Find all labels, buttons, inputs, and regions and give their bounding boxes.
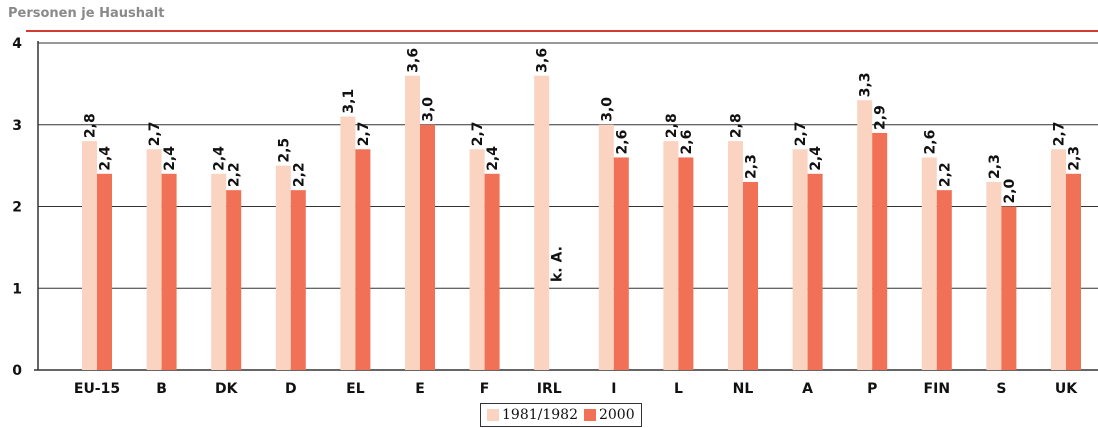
data-label: 2,4 — [485, 146, 501, 171]
data-label: 2,3 — [987, 154, 1003, 179]
data-label: 2,4 — [808, 146, 824, 171]
bar — [534, 75, 550, 370]
legend-swatch-2000 — [583, 409, 596, 421]
bar — [226, 190, 242, 370]
data-label: 2,2 — [937, 162, 953, 187]
bar — [1051, 149, 1066, 370]
bar — [484, 173, 500, 370]
bar — [340, 116, 356, 370]
x-tick-label: S — [996, 381, 1006, 397]
data-label: 2,2 — [227, 162, 243, 187]
y-tick-label: 1 — [12, 281, 22, 297]
data-label: 2,0 — [1002, 178, 1018, 203]
data-label: 2,6 — [679, 130, 695, 155]
data-label: 2,6 — [614, 130, 630, 155]
bar — [97, 173, 112, 370]
y-tick-label: 3 — [12, 118, 22, 134]
bar — [146, 149, 162, 370]
data-label: 2,5 — [276, 138, 292, 163]
bar — [663, 141, 679, 370]
x-tick-label: F — [480, 381, 490, 397]
data-label: 3,0 — [421, 97, 437, 122]
bar — [211, 173, 227, 370]
legend-item-1981-1982: 1981/1982 — [487, 407, 578, 423]
legend-swatch-1981-1982 — [487, 409, 499, 421]
x-tick-label: P — [867, 381, 877, 397]
bar — [82, 141, 97, 370]
x-tick-label: I — [611, 381, 616, 397]
x-tick-label: UK — [1055, 381, 1078, 397]
bar — [807, 173, 823, 370]
x-tick-label: IRL — [537, 381, 562, 397]
bar — [290, 190, 306, 370]
bar — [921, 157, 937, 370]
bar — [613, 157, 629, 370]
legend-item-2000: 2000 — [583, 407, 635, 423]
data-label: 2,3 — [1067, 146, 1083, 171]
bar — [405, 75, 420, 370]
data-label: 2,7 — [147, 121, 163, 146]
data-label: 2,7 — [470, 121, 486, 146]
data-label: 2,4 — [98, 146, 114, 171]
data-label: 2,3 — [744, 154, 760, 179]
chart-title: Personen je Haushalt — [8, 6, 165, 21]
data-label: 2,9 — [873, 105, 889, 130]
bar — [678, 157, 694, 370]
bar — [728, 141, 743, 370]
bar — [275, 165, 291, 370]
x-tick-label: A — [802, 381, 813, 397]
data-label: 2,6 — [922, 130, 938, 155]
data-label: 3,3 — [858, 72, 874, 97]
y-tick-label: 2 — [12, 200, 22, 216]
bar — [986, 181, 1002, 370]
x-tick-label: EU-15 — [74, 381, 120, 397]
x-tick-label: B — [156, 381, 167, 397]
legend: 1981/1982 2000 — [480, 403, 642, 427]
bar — [355, 149, 371, 370]
legend-label-1981-1982: 1981/1982 — [502, 407, 578, 423]
bar — [1066, 173, 1081, 370]
x-tick-label: FIN — [924, 381, 951, 397]
data-label: 2,8 — [664, 113, 680, 138]
data-label: 3,1 — [341, 89, 357, 114]
x-tick-label: EL — [346, 381, 365, 397]
data-label: 2,8 — [83, 113, 99, 138]
data-label: 2,8 — [729, 113, 745, 138]
y-tick-label: 0 — [12, 363, 22, 379]
title-underline — [26, 30, 1098, 32]
data-label: 2,7 — [356, 121, 372, 146]
bar — [420, 124, 435, 370]
bar — [872, 132, 888, 370]
x-tick-label: L — [674, 381, 683, 397]
bar — [598, 124, 614, 370]
x-tick-label: E — [415, 381, 425, 397]
legend-label-2000: 2000 — [598, 407, 635, 423]
bar — [743, 181, 758, 370]
data-label: 3,0 — [599, 97, 615, 122]
x-tick-label: DK — [215, 381, 239, 397]
data-label: 2,2 — [291, 162, 307, 187]
data-label: 2,4 — [212, 146, 228, 171]
data-label: 2,7 — [793, 121, 809, 146]
bar — [857, 100, 873, 370]
data-label: 2,4 — [162, 146, 178, 171]
annotation-label: k. A. — [550, 246, 566, 282]
bar — [161, 173, 177, 370]
y-tick-label: 4 — [12, 36, 22, 52]
bar — [792, 149, 808, 370]
x-tick-label: NL — [733, 381, 754, 397]
bar — [1001, 206, 1017, 370]
data-label: 3,6 — [406, 48, 422, 73]
data-label: 2,7 — [1052, 121, 1068, 146]
bar — [936, 190, 952, 370]
data-label: 3,6 — [535, 48, 551, 73]
x-tick-label: D — [285, 381, 297, 397]
bar — [469, 149, 485, 370]
